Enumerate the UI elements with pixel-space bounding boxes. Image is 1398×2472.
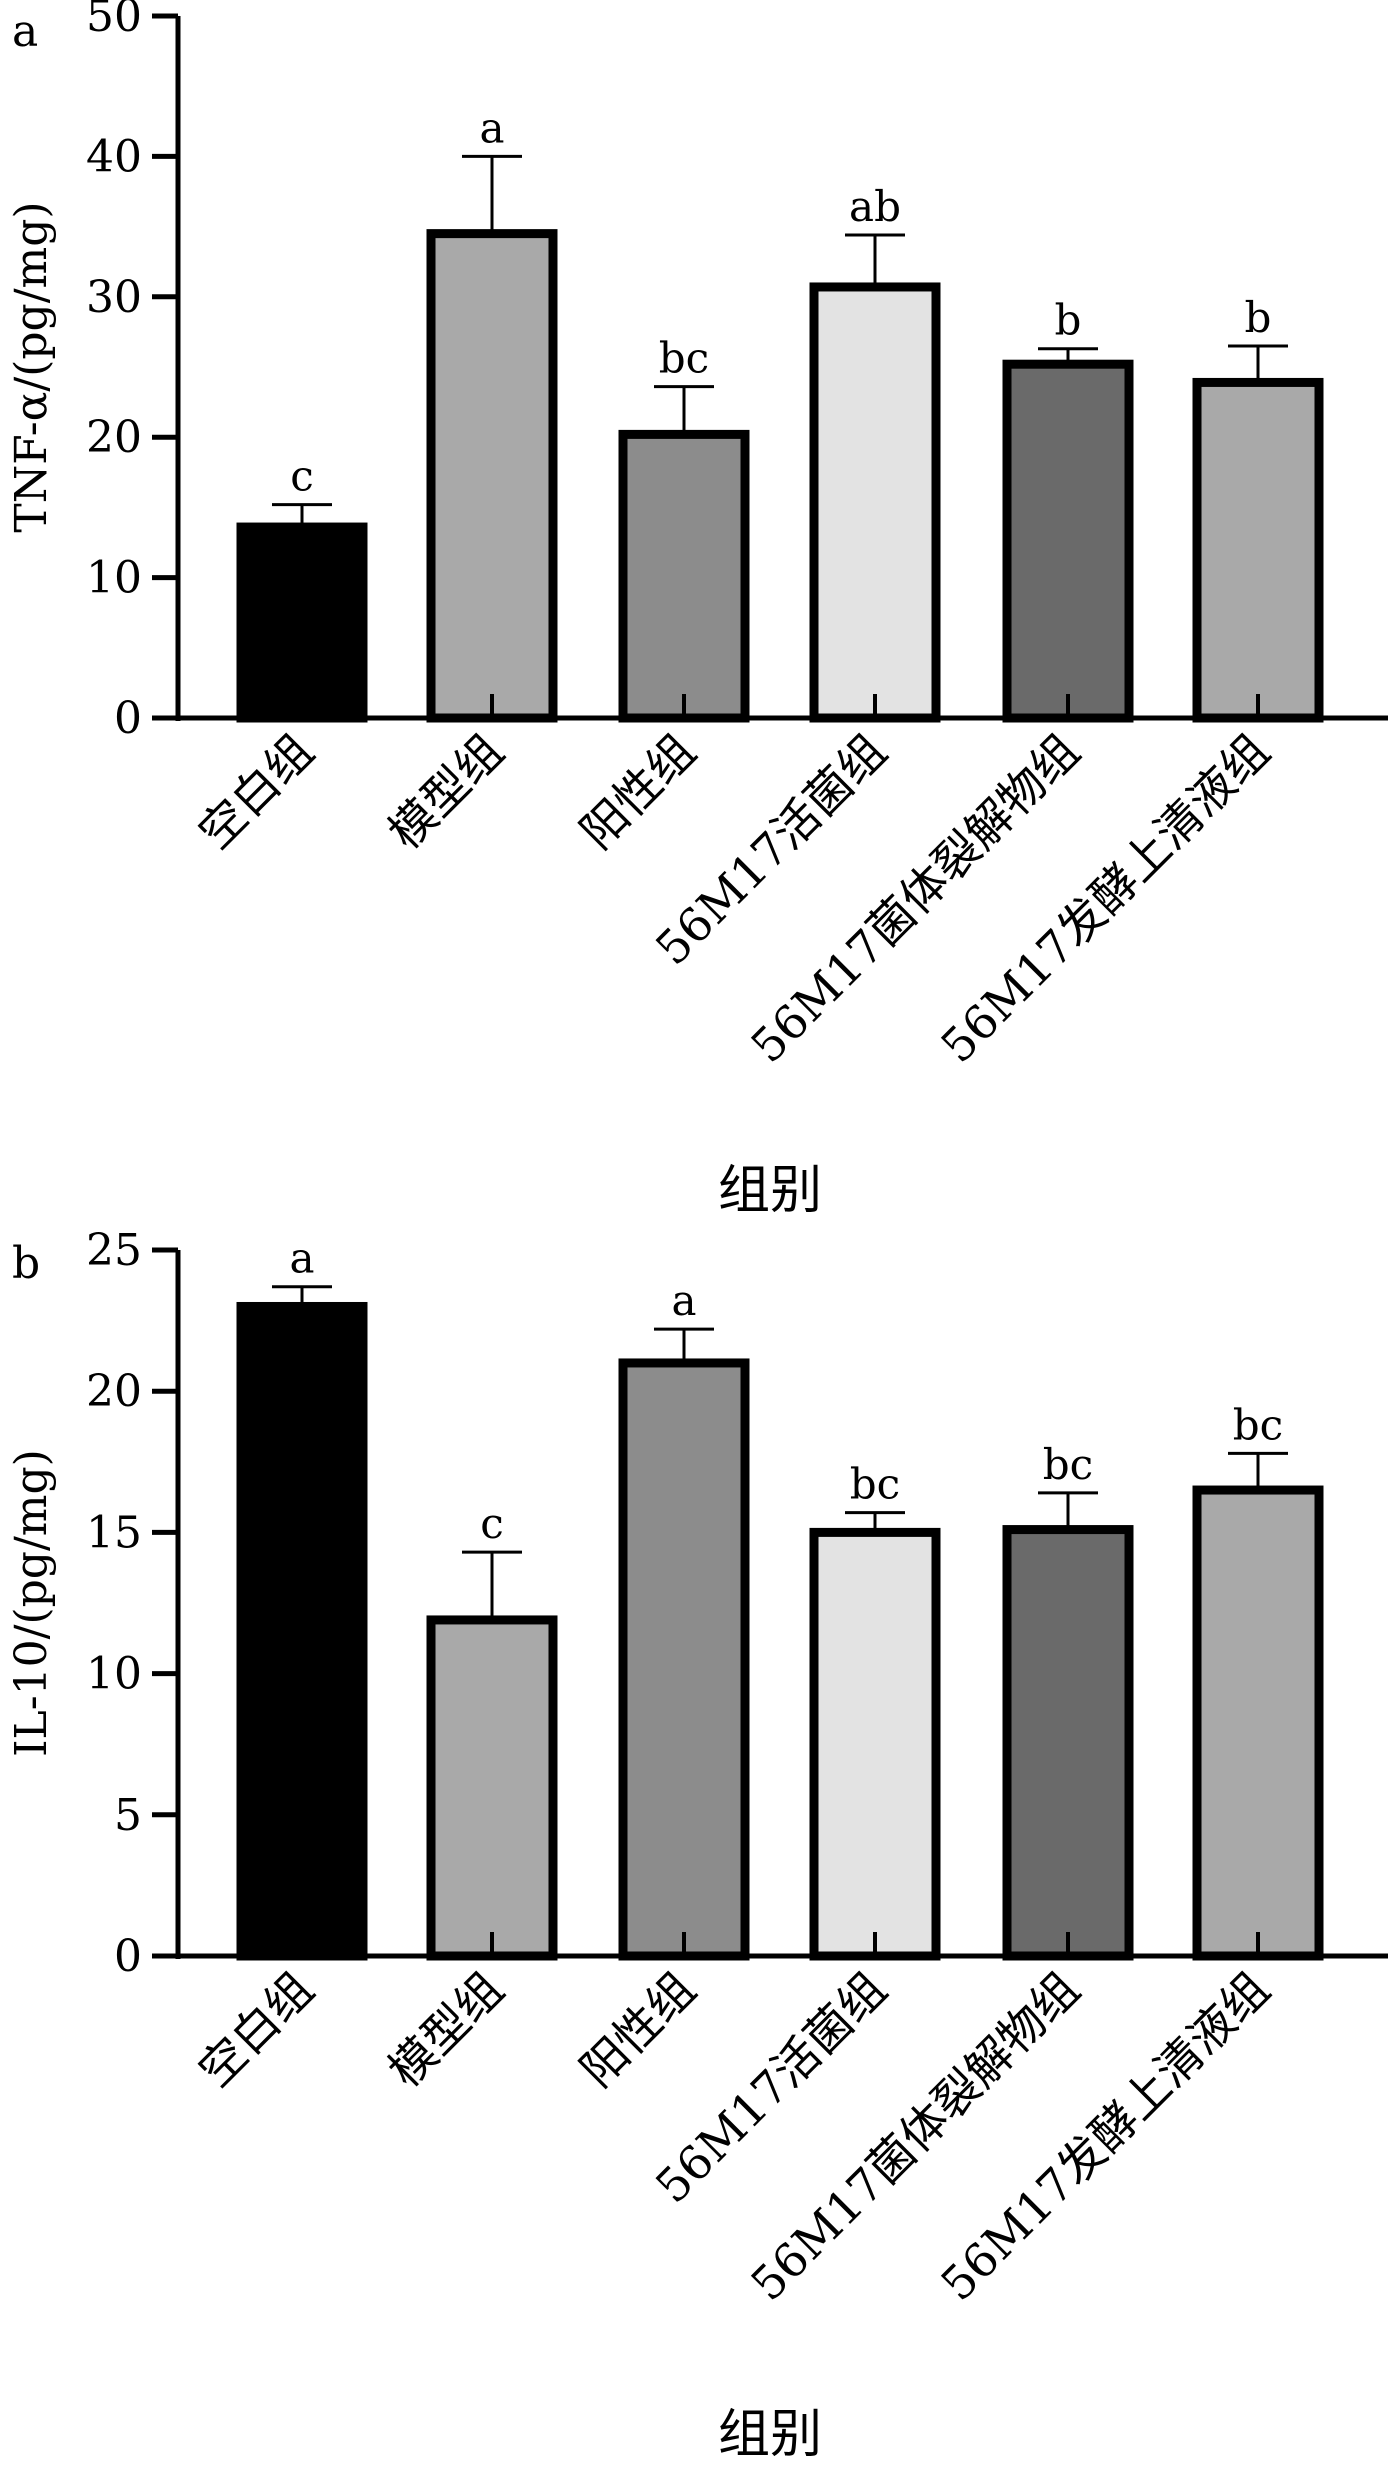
bar bbox=[426, 229, 558, 723]
category-label: 56M17发酵上清液组 bbox=[930, 1962, 1279, 2311]
category-label: 模型组 bbox=[378, 724, 514, 860]
significance-label: c bbox=[480, 1499, 504, 1548]
panel-letter: b bbox=[12, 1238, 40, 1289]
significance-label: ab bbox=[849, 182, 901, 231]
significance-label: b bbox=[1245, 293, 1272, 342]
y-tick-label: 30 bbox=[86, 272, 142, 323]
bar bbox=[1002, 359, 1134, 723]
category-label: 阳性组 bbox=[570, 1962, 706, 2098]
category-label: 空白组 bbox=[188, 724, 324, 860]
bar bbox=[809, 1527, 941, 1961]
bar bbox=[426, 1615, 558, 1961]
y-tick-label: 25 bbox=[86, 1225, 142, 1276]
category-label: 56M17发酵上清液组 bbox=[930, 724, 1279, 1073]
x-axis-title: 组别 bbox=[718, 2405, 822, 2465]
chart-panel-b: b IL-10/(pg/mg) 0 5 10 15 20 25 a 空白组 c 模型组 a 阳性组 bc 56… bbox=[6, 1225, 1388, 2465]
significance-label: a bbox=[479, 103, 504, 152]
y-tick-label: 15 bbox=[86, 1507, 142, 1558]
y-tick-label: 20 bbox=[86, 412, 142, 463]
bar bbox=[809, 282, 941, 723]
y-tick-label: 0 bbox=[114, 693, 142, 744]
bar bbox=[1192, 377, 1324, 723]
bar bbox=[618, 429, 750, 723]
significance-label: c bbox=[290, 452, 314, 501]
bar bbox=[236, 522, 368, 723]
y-tick-label: 40 bbox=[86, 131, 142, 182]
significance-label: a bbox=[671, 1276, 696, 1325]
category-label: 模型组 bbox=[378, 1962, 514, 2098]
y-tick-label: 10 bbox=[86, 1649, 142, 1700]
significance-label: bc bbox=[850, 1460, 900, 1509]
bar bbox=[236, 1301, 368, 1961]
y-axis-title: IL-10/(pg/mg) bbox=[6, 1449, 57, 1757]
category-label: 56M17菌体裂解物组 bbox=[740, 724, 1089, 1073]
significance-label: bc bbox=[1233, 1400, 1283, 1449]
panel-letter: a bbox=[12, 6, 38, 57]
category-label: 56M17菌体裂解物组 bbox=[740, 1962, 1089, 2311]
bar bbox=[1002, 1525, 1134, 1961]
significance-label: bc bbox=[659, 334, 709, 383]
category-label: 空白组 bbox=[188, 1962, 324, 2098]
significance-label: bc bbox=[1043, 1440, 1093, 1489]
bar bbox=[618, 1358, 750, 1961]
category-label: 阳性组 bbox=[570, 724, 706, 860]
y-tick-label: 5 bbox=[114, 1790, 142, 1841]
significance-label: a bbox=[289, 1234, 314, 1283]
y-tick-label: 50 bbox=[86, 0, 142, 42]
bar bbox=[1192, 1485, 1324, 1961]
y-axis-title: TNF-α/(pg/mg) bbox=[6, 201, 57, 532]
y-tick-label: 10 bbox=[86, 553, 142, 604]
chart-panel-a: a TNF-α/(pg/mg) 0 10 20 30 40 50 c 空白组 a 模型组 bc 阳性组 ab… bbox=[6, 0, 1388, 1221]
y-tick-label: 0 bbox=[114, 1931, 142, 1982]
x-axis-title: 组别 bbox=[718, 1161, 822, 1221]
y-tick-label: 20 bbox=[86, 1366, 142, 1417]
significance-label: b bbox=[1055, 296, 1082, 345]
